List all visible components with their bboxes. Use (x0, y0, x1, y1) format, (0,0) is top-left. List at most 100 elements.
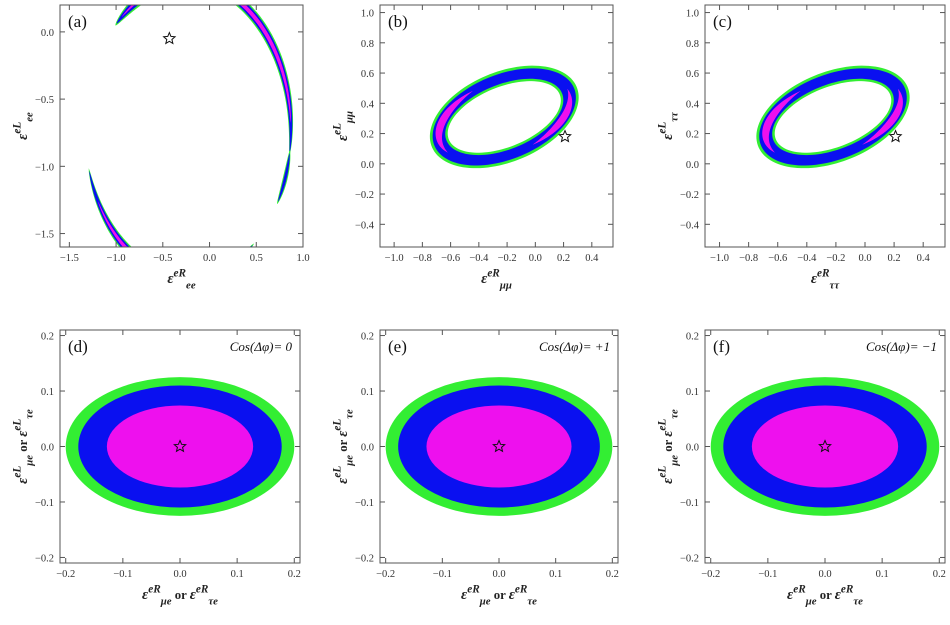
x-tick-label: 0.0 (203, 253, 216, 264)
x-tick-label: 0.1 (876, 569, 889, 580)
region-1sigma (862, 88, 903, 145)
y-tick-label: 0.4 (686, 99, 700, 110)
y-tick-label: −1.5 (35, 230, 54, 241)
best-fit-star-icon (818, 439, 832, 453)
best-fit-star-icon (492, 439, 506, 453)
x-tick-label: −0.4 (797, 253, 817, 264)
y-tick-label: −0.5 (35, 95, 54, 106)
x-tick-label: −0.1 (433, 569, 452, 580)
x-tick-label: 0.4 (585, 253, 599, 264)
y-axis-label: εeLμe or εeLτe (11, 409, 35, 484)
panel-e: −0.2 −0.1 0.0 0.1 0.2 −0.2 −0.1 0.0 0.1 0.2 (e) Cos… (355, 329, 619, 580)
y-tick-label: 0.0 (686, 160, 699, 171)
x-tick-label: 0.2 (557, 253, 570, 264)
panel-label: (b) (388, 12, 408, 31)
x-axis-label: εeRττ (811, 267, 840, 291)
region-1sigma (762, 90, 801, 153)
y-axis-label: εeLμe or εeLτe (656, 409, 680, 484)
x-tick-label: −0.6 (441, 253, 460, 264)
y-tick-label: 0.0 (41, 443, 54, 454)
region-1sigma (97, 201, 128, 247)
region-3sigma (88, 168, 255, 247)
x-tick-label: −0.2 (701, 569, 720, 580)
y-tick-label: 0.8 (686, 39, 699, 50)
region-3sigma (235, 5, 294, 156)
region-1sigma (240, 5, 291, 124)
x-tick-label: 0.0 (858, 253, 871, 264)
y-tick-label: 0.0 (361, 160, 374, 171)
x-tick-label: 0.4 (917, 253, 931, 264)
x-tick-label: −0.2 (498, 253, 517, 264)
y-tick-label: −0.4 (355, 220, 375, 231)
x-tick-label: 0.0 (529, 253, 542, 264)
x-tick-label: 0.0 (818, 569, 831, 580)
x-tick-label: 1.0 (296, 253, 309, 264)
x-axis-label: εeRμμ (481, 267, 512, 291)
y-tick-label: 0.0 (686, 443, 699, 454)
panel-f: −0.2 −0.1 0.0 0.1 0.2 −0.2 −0.1 0.0 0.1 0.2 (f) Cos… (680, 329, 946, 580)
plot-area (88, 5, 294, 247)
x-axis-label: εeRμe or εeRτe (142, 583, 218, 607)
y-axis-label: εeLμμ (331, 111, 355, 141)
x-tick-label: −0.1 (758, 569, 777, 580)
best-fit-star-icon (162, 31, 177, 45)
region-magenta (106, 405, 254, 488)
x-tick-label: −0.6 (768, 253, 787, 264)
panel-a: −1.5 −1.0 −0.5 0.0 0.5 1.0 −1.5 −1.0 −0.5 0.0 (a) (35, 4, 310, 264)
x-tick-label: −1.0 (385, 253, 404, 264)
panel-annotation: Cos(Δφ)= +1 (539, 339, 610, 354)
best-fit-star-icon (558, 129, 572, 143)
panel-label: (e) (388, 337, 407, 356)
y-tick-label: 0.6 (686, 69, 699, 80)
panel-annotation: Cos(Δφ)= −1 (866, 339, 937, 354)
y-tick-label: 0.8 (361, 39, 374, 50)
region-magenta (426, 405, 572, 488)
panel-c: −1.0 −0.8 −0.6 −0.4 −0.2 0.0 0.2 0.4 −0.4 −0.2 0.0… (680, 4, 946, 264)
x-axis-label: εeRμe or εeRτe (787, 583, 863, 607)
x-tick-label: 0.2 (288, 569, 301, 580)
y-tick-label: −0.1 (35, 498, 54, 509)
y-tick-label: −0.2 (355, 553, 374, 564)
region-magenta (751, 405, 899, 488)
x-tick-label: 0.2 (933, 569, 946, 580)
plot-area (756, 65, 910, 169)
region-2sigma (237, 5, 293, 154)
x-tick-label: 0.1 (549, 569, 562, 580)
y-tick-label: 0.4 (361, 99, 375, 110)
y-tick-label: −0.2 (355, 190, 374, 201)
y-tick-label: −1.0 (35, 162, 54, 173)
panel-d: −0.2 −0.1 0.0 0.1 0.2 −0.2 −0.1 0.0 0.1 0.2 (d) Cos… (35, 329, 301, 580)
y-tick-label: 0.0 (41, 28, 54, 39)
x-tick-label: −0.2 (56, 569, 75, 580)
y-tick-label: 1.0 (686, 9, 699, 20)
best-fit-star-icon (888, 129, 903, 143)
y-tick-label: −0.1 (680, 498, 699, 509)
panel-label: (d) (68, 337, 88, 356)
panel-label: (a) (68, 12, 87, 31)
region-3sigma (115, 5, 142, 26)
plot-area (710, 377, 940, 516)
x-tick-label: 0.1 (231, 569, 244, 580)
panel-label: (f) (713, 337, 730, 356)
y-axis-label: εeLee (11, 112, 35, 140)
plot-frame (379, 4, 614, 248)
x-tick-label: 0.2 (888, 253, 901, 264)
y-tick-label: −0.2 (35, 553, 54, 564)
plot-frame (704, 4, 946, 248)
plot-area (429, 65, 579, 169)
y-tick-label: 0.2 (41, 332, 54, 343)
plot-area (65, 377, 295, 516)
region-1sigma (121, 5, 135, 18)
x-tick-label: −0.8 (413, 253, 432, 264)
x-tick-label: −0.4 (469, 253, 489, 264)
y-axis-label: εeLμe or εeLτe (331, 409, 355, 484)
x-tick-label: 0.0 (492, 569, 505, 580)
x-tick-label: 0.2 (606, 569, 619, 580)
best-fit-star-icon (173, 439, 187, 453)
panel-b: −1.0 −0.8 −0.6 −0.4 −0.2 0.0 0.2 0.4 −0.4 −0.2 0.0… (355, 4, 614, 264)
plot-frame (59, 4, 304, 248)
y-tick-label: −0.2 (680, 190, 699, 201)
y-tick-label: 0.2 (686, 332, 699, 343)
x-tick-label: −0.2 (376, 569, 395, 580)
